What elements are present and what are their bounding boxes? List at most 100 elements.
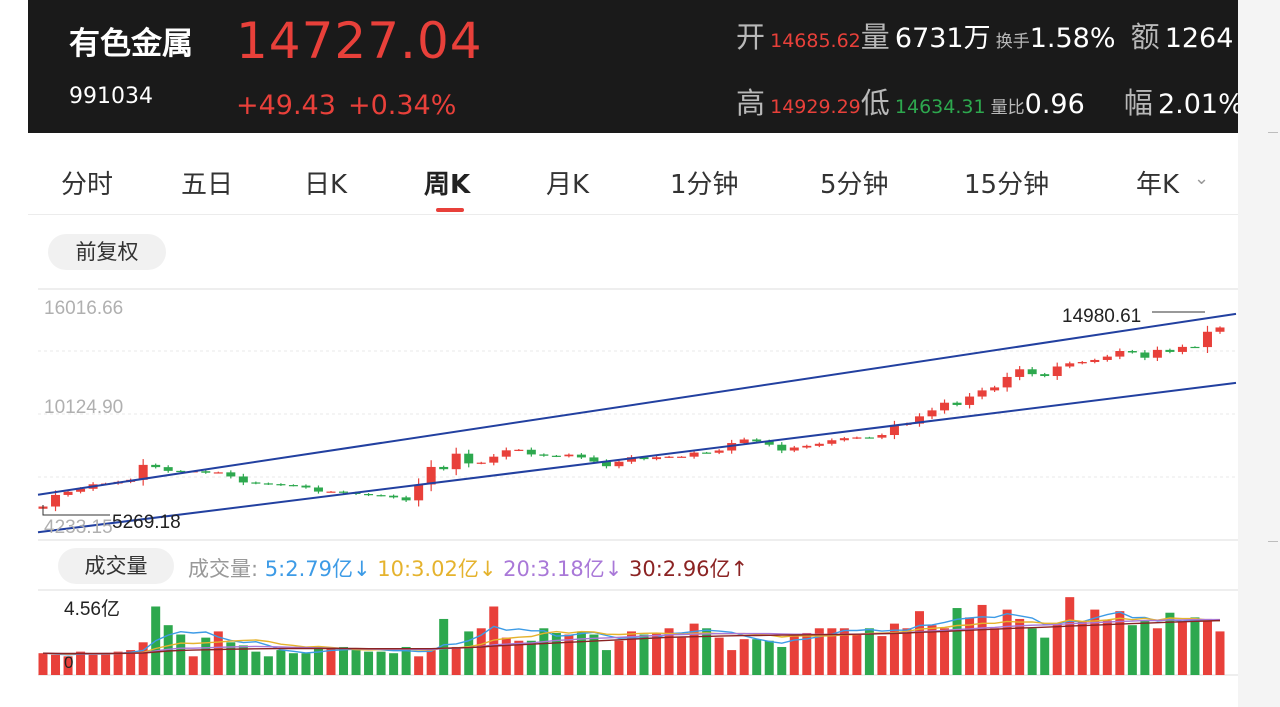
y-tick-label: 16016.66 <box>44 298 123 319</box>
tab-monthly-k[interactable]: 月K <box>546 170 590 200</box>
candle-body <box>401 497 411 501</box>
volume-value: 6731万 <box>894 23 991 54</box>
volume-bar <box>639 634 649 675</box>
volume-bar <box>1052 623 1062 675</box>
stock-name: 有色金属 <box>69 26 193 62</box>
candle-body <box>889 424 899 436</box>
volume-bar <box>226 642 236 675</box>
volume-bar <box>313 646 323 675</box>
candle-body <box>802 445 812 448</box>
tab-five-day[interactable]: 五日 <box>181 170 234 200</box>
candle-body <box>839 438 849 441</box>
candle-body <box>1140 352 1150 358</box>
volume-ma5-line <box>42 611 1221 656</box>
adjust-button[interactable]: 前复权 <box>48 234 166 270</box>
candle-body <box>226 472 236 477</box>
tab-intraday[interactable]: 分时 <box>61 170 114 200</box>
edge-dash <box>1268 132 1278 133</box>
volume-ma-legend: 成交量: 5:2.79亿↓ 10:3.02亿↓ 20:3.18亿↓ 30:2.9… <box>188 553 748 583</box>
volume-bar <box>401 646 411 675</box>
tab-yearly-k[interactable]: 年K <box>1136 170 1180 200</box>
low-label: 低 <box>860 86 890 120</box>
volume-bar <box>1152 628 1162 675</box>
volume-ma-title: 成交量: <box>188 557 259 581</box>
volume-bar <box>864 628 874 675</box>
amount-value: 1264 <box>1164 23 1234 54</box>
candle-body <box>326 491 336 493</box>
candle-body <box>389 495 399 498</box>
candle-body <box>914 416 924 424</box>
volume-bar <box>940 628 950 675</box>
volume-bar <box>176 634 186 675</box>
candle-body <box>1165 349 1175 352</box>
candle-body <box>614 461 624 467</box>
volume-bar <box>188 656 198 675</box>
period-tabs: 分时 五日 日K 周K 月K 1分钟 5分钟 15分钟 年K ⌄ <box>28 146 1238 215</box>
volume-bar <box>63 656 73 675</box>
volume-bar <box>902 628 912 675</box>
volume-bar <box>652 632 662 675</box>
volume-bar <box>877 636 887 675</box>
y-tick-label: 4233.15 <box>44 517 113 538</box>
volume-ma5: 5:2.79亿 <box>264 557 353 581</box>
candle-body <box>639 457 649 460</box>
candle-body <box>990 387 1000 391</box>
y-tick-label: 10124.90 <box>44 397 123 418</box>
volume-bar <box>839 628 849 675</box>
volume-bar <box>1065 597 1075 675</box>
last-price: 14727.04 <box>236 12 483 70</box>
tab-daily-k[interactable]: 日K <box>304 170 348 200</box>
candle-body <box>877 435 887 438</box>
tab-1-minute[interactable]: 1分钟 <box>670 170 739 200</box>
volume-bar <box>376 651 386 675</box>
volume-ma10: 10:3.02亿 <box>377 557 479 581</box>
price-change: +49.43 <box>236 90 336 121</box>
volume-zero-label: 0 <box>64 653 73 672</box>
volume-bar <box>677 637 687 675</box>
quote-header: 有色金属 991034 14727.04 +49.43 +0.34% 开 146… <box>28 0 1238 133</box>
volume-bar <box>576 631 586 675</box>
channel-line <box>37 381 1237 534</box>
candle-body <box>1065 363 1075 367</box>
volume-bar <box>526 640 536 675</box>
right-edge-panel <box>1238 0 1280 707</box>
tab-weekly-k[interactable]: 周K <box>424 170 471 200</box>
candle-body <box>339 491 349 493</box>
candle-body <box>526 449 536 455</box>
volume-bar <box>101 653 111 675</box>
volume-bar <box>251 651 261 675</box>
tab-15-minute[interactable]: 15分钟 <box>964 170 1050 200</box>
volume-bar <box>802 632 812 675</box>
volume-bar <box>564 634 574 675</box>
chevron-down-icon[interactable]: ⌄ <box>1194 168 1210 189</box>
volume-bar <box>88 654 98 675</box>
volume-bar <box>889 623 899 675</box>
volume-bar <box>1127 625 1137 675</box>
tab-5-minute[interactable]: 5分钟 <box>820 170 889 200</box>
volume-bar <box>414 656 424 675</box>
volume-bar <box>213 631 223 675</box>
volume-ma30-arrow: ↑ <box>730 557 749 581</box>
volume-bar <box>952 608 962 675</box>
volume-bar <box>339 646 349 675</box>
candle-body <box>1152 349 1162 358</box>
candle-body <box>288 485 298 487</box>
volume-ma20-line <box>42 618 1220 655</box>
left-edge <box>0 0 28 707</box>
volume-indicator-button[interactable]: 成交量 <box>58 548 174 584</box>
candle-body <box>213 472 223 474</box>
candle-body <box>364 494 374 496</box>
volume-ma30: 30:2.96亿 <box>628 557 731 581</box>
volume-bar <box>501 637 511 675</box>
volume-bar <box>927 625 937 675</box>
candle-body <box>151 464 161 468</box>
volume-ma5-arrow: ↓ <box>352 557 371 581</box>
candle-body <box>238 476 248 483</box>
volume-bar <box>1015 618 1025 675</box>
candle-body <box>263 483 273 485</box>
amplitude-value: 2.01% <box>1157 89 1238 120</box>
volume-bar <box>276 650 286 675</box>
volume-bar <box>589 634 599 675</box>
volume-bar <box>1102 620 1112 675</box>
